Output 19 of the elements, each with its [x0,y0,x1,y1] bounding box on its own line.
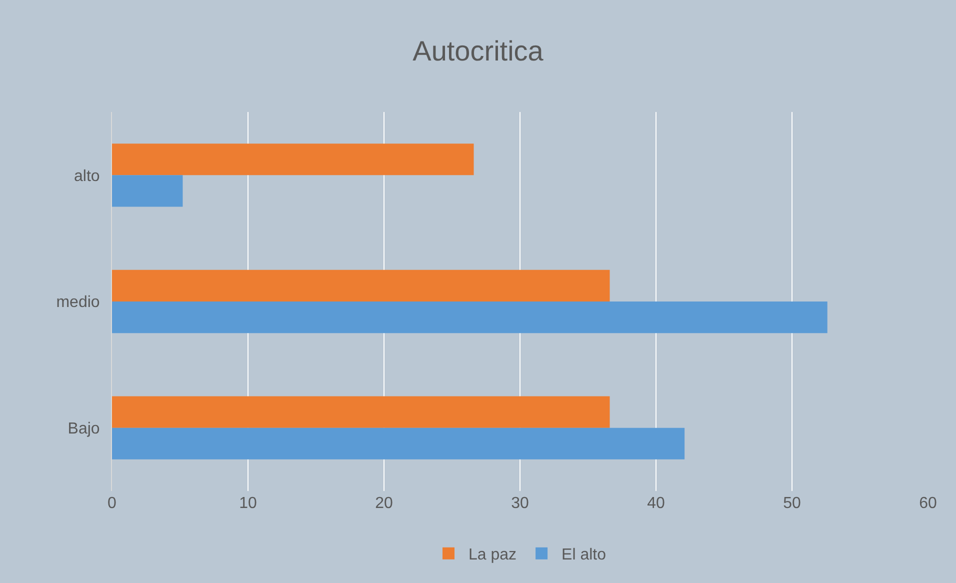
x-tick-label: 60 [919,495,937,512]
y-tick-label: Bajo [68,420,100,438]
bar [112,175,183,207]
x-tick-label: 40 [647,495,665,512]
y-tick-label: medio [56,294,100,312]
bar [112,144,474,176]
bar [112,396,610,428]
x-tick-label: 0 [108,495,117,512]
bar [112,428,685,460]
x-tick-label: 20 [375,495,393,512]
bar [112,302,828,334]
y-tick-label: alto [74,168,100,185]
bar [112,270,610,302]
legend-label: El alto [562,546,606,564]
legend-label: La paz [468,546,517,564]
x-tick-label: 30 [511,495,529,512]
x-tick-label: 50 [783,495,801,512]
x-tick-label: 10 [239,495,257,512]
chart-title: Autocritica [412,35,544,66]
